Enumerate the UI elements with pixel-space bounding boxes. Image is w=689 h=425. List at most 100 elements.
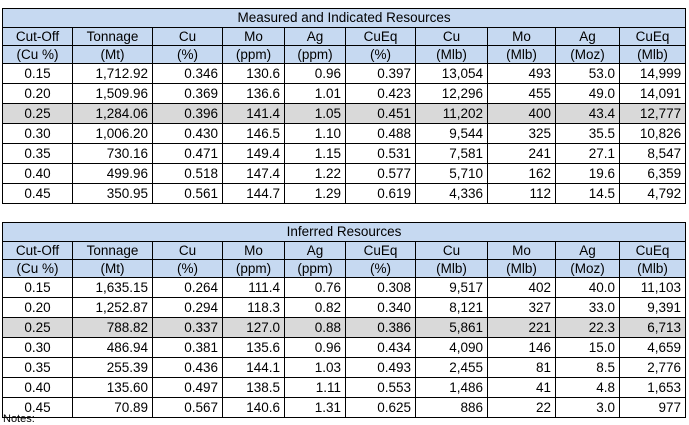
column-unit: (%) — [345, 259, 416, 278]
table-cell: 22.3 — [555, 317, 620, 338]
table-cell: 730.16 — [72, 143, 153, 164]
notes-label: Notes: — [3, 413, 35, 425]
table-cell: 11,202 — [415, 103, 488, 124]
table-cell: 111.4 — [222, 277, 285, 298]
table-cell: 0.15 — [2, 63, 73, 84]
table-cell: 0.386 — [345, 317, 416, 338]
table-cell: 140.6 — [222, 397, 285, 418]
table-cell: 22 — [487, 397, 556, 418]
column-header: Tonnage — [72, 27, 153, 46]
table-cell: 0.488 — [345, 123, 416, 144]
column-header: Cu — [415, 27, 488, 46]
column-unit: (ppm) — [284, 259, 346, 278]
table-cell: 40.0 — [555, 277, 620, 298]
table-cell: 162 — [487, 163, 556, 184]
table-cell: 0.340 — [345, 297, 416, 318]
table-row: 0.40 499.96 0.518 147.4 1.22 0.577 5,710 162 19.… — [2, 163, 687, 184]
table-cell: 10,826 — [618, 123, 687, 144]
table-row: 0.15 1,635.15 0.264 111.4 0.76 0.308 9,517 402 4… — [2, 277, 687, 298]
table-cell: 3.0 — [555, 397, 620, 418]
table-cell: 0.567 — [152, 397, 223, 418]
table-cell: 1.10 — [284, 123, 346, 144]
column-unit: (ppm) — [222, 45, 285, 64]
column-header: Mo — [487, 241, 556, 260]
table-cell: 13,054 — [415, 63, 488, 84]
table-cell: 0.346 — [152, 63, 223, 84]
table-cell: 0.436 — [152, 357, 223, 378]
table-cell: 0.451 — [345, 103, 416, 124]
table-cell: 1.05 — [284, 103, 346, 124]
column-unit: (Cu %) — [2, 259, 73, 278]
table-cell: 0.40 — [2, 377, 73, 398]
table-cell: 1.03 — [284, 357, 346, 378]
table-cell: 455 — [487, 83, 556, 104]
table-cell: 0.396 — [152, 103, 223, 124]
table-row: 0.35 730.16 0.471 149.4 1.15 0.531 7,581 241 27.… — [2, 143, 687, 164]
table-cell: 255.39 — [72, 357, 153, 378]
table-cell: 0.423 — [345, 83, 416, 104]
table-cell: 1,712.92 — [72, 63, 153, 84]
table-cell: 1,635.15 — [72, 277, 153, 298]
table-cell: 493 — [487, 63, 556, 84]
table-cell: 0.45 — [2, 397, 73, 418]
column-header: Cu — [152, 27, 223, 46]
column-unit: (%) — [345, 45, 416, 64]
table-cell: 1.29 — [284, 183, 346, 204]
table-cell: 1,006.20 — [72, 123, 153, 144]
table-cell: 0.434 — [345, 337, 416, 358]
table-cell: 12,777 — [618, 103, 687, 124]
table-cell: 977 — [618, 397, 687, 418]
table-cell: 0.30 — [2, 123, 73, 144]
table-row: 0.30 486.94 0.381 135.6 0.96 0.434 4,090 146 15.… — [2, 337, 687, 358]
table-row: 0.45 350.95 0.561 144.7 1.29 0.619 4,336 112 14.… — [2, 183, 687, 204]
table-cell: 0.497 — [152, 377, 223, 398]
table-cell: 0.294 — [152, 297, 223, 318]
table-cell: 0.35 — [2, 143, 73, 164]
column-unit: (Mlb) — [618, 45, 687, 64]
table-cell: 0.531 — [345, 143, 416, 164]
table-cell: 350.95 — [72, 183, 153, 204]
table-cell: 0.397 — [345, 63, 416, 84]
table-cell: 327 — [487, 297, 556, 318]
table-cell: 70.89 — [72, 397, 153, 418]
table-cell: 486.94 — [72, 337, 153, 358]
column-unit: (Mlb) — [487, 259, 556, 278]
table-cell: 147.4 — [222, 163, 285, 184]
table-cell: 6,359 — [618, 163, 687, 184]
table-cell: 0.40 — [2, 163, 73, 184]
column-unit: (Moz) — [555, 45, 620, 64]
table-cell: 0.35 — [2, 357, 73, 378]
table-cell: 9,517 — [415, 277, 488, 298]
table-cell: 141.4 — [222, 103, 285, 124]
table-cell: 1.11 — [284, 377, 346, 398]
table-cell: 53.0 — [555, 63, 620, 84]
column-unit: (Mlb) — [415, 259, 488, 278]
table-cell: 1.15 — [284, 143, 346, 164]
column-unit: (Mt) — [72, 259, 153, 278]
table-cell: 0.15 — [2, 277, 73, 298]
table-cell: 135.60 — [72, 377, 153, 398]
table-cell: 14.5 — [555, 183, 620, 204]
table-cell: 2,776 — [618, 357, 687, 378]
column-header: Tonnage — [72, 241, 153, 260]
table-cell: 27.1 — [555, 143, 620, 164]
column-header: CuEq — [345, 241, 416, 260]
table-body: 0.15 1,712.92 0.346 130.6 0.96 0.397 13,054 493… — [2, 63, 687, 204]
table-cell: 0.625 — [345, 397, 416, 418]
table-cell: 43.4 — [555, 103, 620, 124]
table-cell: 4.8 — [555, 377, 620, 398]
table-cell: 1.01 — [284, 83, 346, 104]
column-unit: (Moz) — [555, 259, 620, 278]
header-row-1: Cut-Off Tonnage Cu Mo Ag CuEq Cu Mo Ag C… — [2, 241, 687, 260]
table-cell: 14,999 — [618, 63, 687, 84]
table-cell: 7,581 — [415, 143, 488, 164]
table-cell: 1,509.96 — [72, 83, 153, 104]
table-cell: 118.3 — [222, 297, 285, 318]
table-cell: 0.518 — [152, 163, 223, 184]
table-cell: 2,455 — [415, 357, 488, 378]
table-row: 0.20 1,509.96 0.369 136.6 1.01 0.423 12,296 455… — [2, 83, 687, 104]
header-row-1: Cut-Off Tonnage Cu Mo Ag CuEq Cu Mo Ag C… — [2, 27, 687, 46]
table-cell: 49.0 — [555, 83, 620, 104]
table-cell: 402 — [487, 277, 556, 298]
table-row: 0.15 1,712.92 0.346 130.6 0.96 0.397 13,054 493… — [2, 63, 687, 84]
